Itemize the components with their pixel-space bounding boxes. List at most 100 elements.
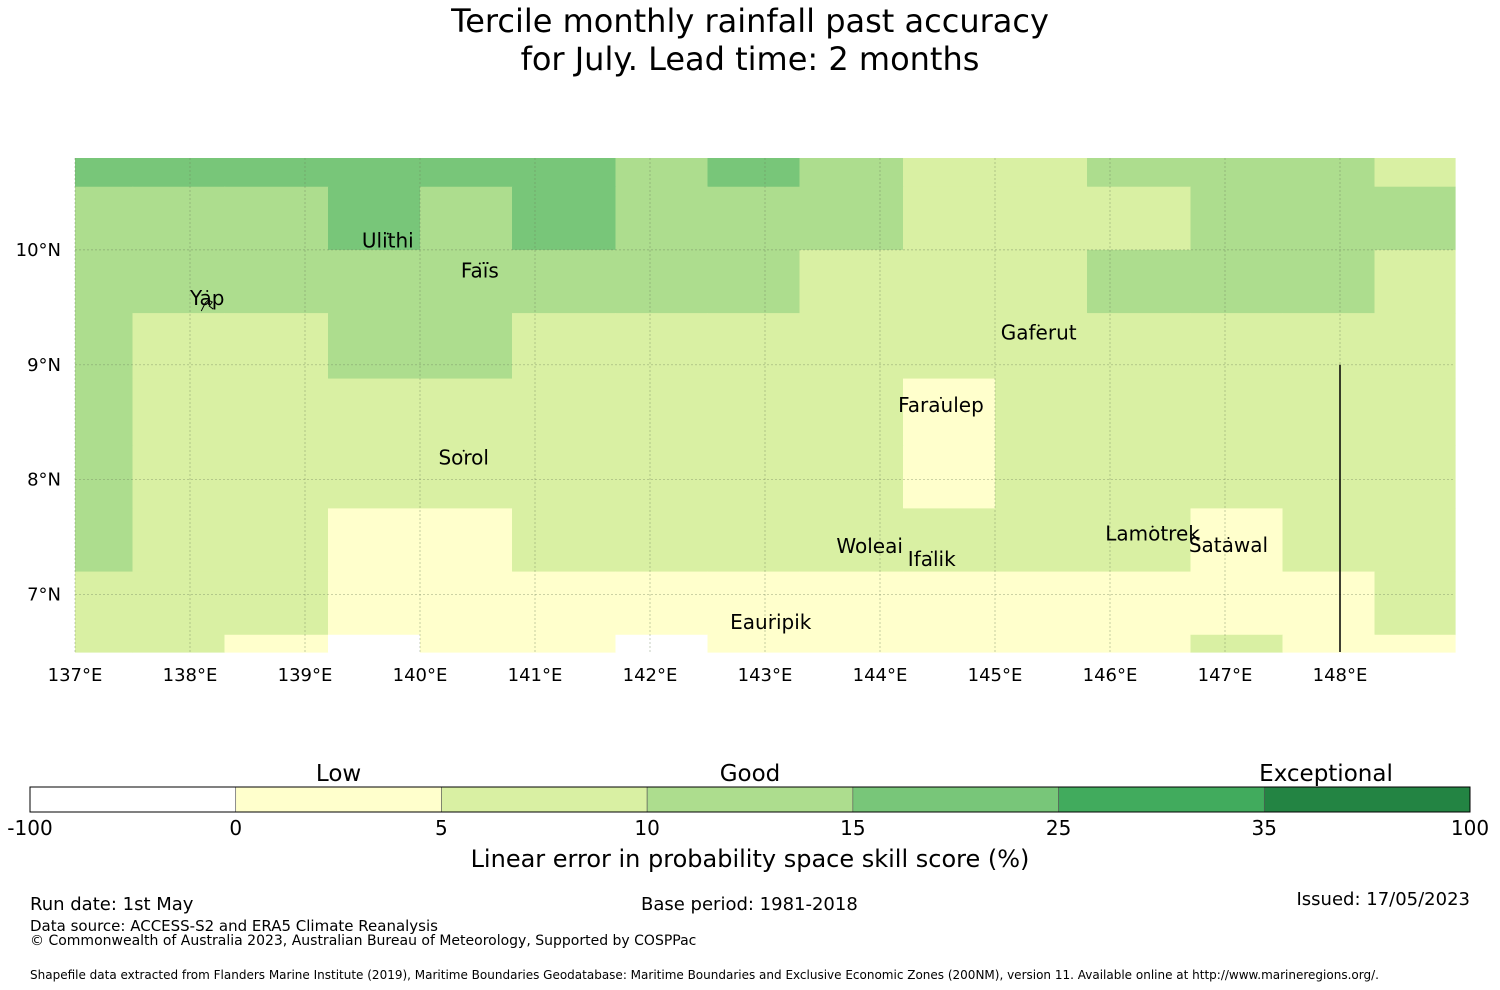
skill-cell <box>1282 508 1376 573</box>
skill-cell <box>707 378 801 446</box>
skill-cell <box>1282 445 1376 509</box>
colorbar-legend: -100 0 5 10 15 25 35 100 Low Good Exceptional Linea… <box>7 761 1489 873</box>
skill-cell <box>75 508 134 573</box>
skill-cell <box>1190 158 1284 188</box>
colorbar-tick-label: 10 <box>634 816 659 840</box>
skill-cell <box>132 158 226 188</box>
skill-cell <box>903 634 996 653</box>
map-title-line-2: for July. Lead time: 2 months <box>520 40 980 78</box>
place-label: Woleai <box>836 534 903 558</box>
skill-cell <box>903 186 996 251</box>
skill-cell <box>1374 508 1456 573</box>
island-dot <box>386 232 389 235</box>
skill-cell <box>1282 313 1376 380</box>
skill-cell <box>420 249 513 314</box>
skill-cell <box>1190 186 1284 251</box>
base-period: Base period: 1981-2018 <box>641 894 858 915</box>
skill-cell <box>995 378 1088 446</box>
skill-cell <box>1282 378 1376 446</box>
skill-cell <box>224 186 329 251</box>
skill-cell <box>328 445 421 509</box>
skill-cell <box>512 186 617 251</box>
skill-cell <box>75 249 134 314</box>
y-tick-label: 9°N <box>27 355 61 376</box>
skill-cell <box>707 249 801 314</box>
colorbar-tick-label: 15 <box>840 816 865 840</box>
skill-cell <box>224 313 329 380</box>
skill-cell <box>1374 378 1456 446</box>
place-label: Faraulep <box>898 393 984 417</box>
skill-cell <box>1374 445 1456 509</box>
x-tick-label: 140°E <box>393 665 448 686</box>
skill-cell <box>224 249 329 314</box>
colorbar-bin <box>441 786 648 813</box>
colorbar-tick-label: -100 <box>7 816 52 840</box>
skill-cell <box>707 158 801 188</box>
skill-cell <box>512 571 617 636</box>
skill-cell <box>132 508 226 573</box>
colorbar-bin <box>852 786 1059 813</box>
place-label: Sorol <box>438 446 489 470</box>
skill-cell <box>224 571 329 636</box>
skill-cell <box>75 378 134 446</box>
skill-cell <box>420 571 513 636</box>
colorbar-tick-label: 5 <box>435 816 448 840</box>
yap-island-shape <box>200 299 214 312</box>
skill-cell <box>132 378 226 446</box>
skill-cell <box>903 313 996 380</box>
skill-cell <box>132 249 226 314</box>
skill-cell <box>1087 508 1192 573</box>
x-tick-label: 141°E <box>508 665 563 686</box>
skill-cell <box>799 186 904 251</box>
x-tick-label: 137°E <box>48 665 103 686</box>
island-dot <box>1151 525 1154 528</box>
y-tick-label: 10°N <box>16 240 61 261</box>
place-label: Ulithi <box>362 229 414 253</box>
skill-cell <box>615 158 709 188</box>
colorbar-frame <box>29 786 1471 813</box>
place-label: Yap <box>189 286 224 310</box>
skill-cell <box>995 158 1088 188</box>
skill-cell <box>1087 158 1192 188</box>
skill-cell <box>328 634 421 653</box>
island-dot <box>769 614 772 617</box>
x-tick-label: 145°E <box>968 665 1023 686</box>
skill-cell <box>1190 571 1284 636</box>
skill-cell <box>615 508 709 573</box>
map-title-line-1: Tercile monthly rainfall past accuracy <box>451 2 1049 40</box>
skill-cell <box>903 445 996 509</box>
colorbar-tick-label: 0 <box>229 816 242 840</box>
skill-cell <box>799 508 904 573</box>
skill-cell <box>132 634 226 653</box>
island-dot <box>1037 324 1040 327</box>
skill-cell <box>75 445 134 509</box>
place-label: Gaferut <box>1001 321 1077 345</box>
skill-cell <box>1087 186 1192 251</box>
skill-cell <box>512 445 617 509</box>
colorbar-bin <box>1058 786 1265 813</box>
colorbar-bin <box>646 786 854 813</box>
skill-cell <box>903 508 996 573</box>
skill-cell <box>1190 378 1284 446</box>
skill-cell <box>420 634 513 653</box>
colorbar-bin <box>29 786 237 813</box>
skill-cell <box>328 158 421 188</box>
skill-cell <box>512 378 617 446</box>
island-dot <box>462 449 465 452</box>
skill-cell <box>799 445 904 509</box>
skill-cell <box>903 249 996 314</box>
skill-cell <box>799 571 904 636</box>
skill-cell <box>707 571 801 636</box>
skill-cell <box>328 186 421 251</box>
x-tick-label: 143°E <box>738 665 793 686</box>
skill-cell <box>132 313 226 380</box>
skill-cell <box>1087 445 1192 509</box>
skill-cell <box>615 571 709 636</box>
skill-cell <box>615 445 709 509</box>
skill-cell <box>799 634 904 653</box>
colorbar-tick-label: 25 <box>1046 816 1071 840</box>
skill-cell <box>707 186 801 251</box>
x-tick-label: 148°E <box>1313 665 1368 686</box>
skill-cell <box>1190 508 1284 573</box>
